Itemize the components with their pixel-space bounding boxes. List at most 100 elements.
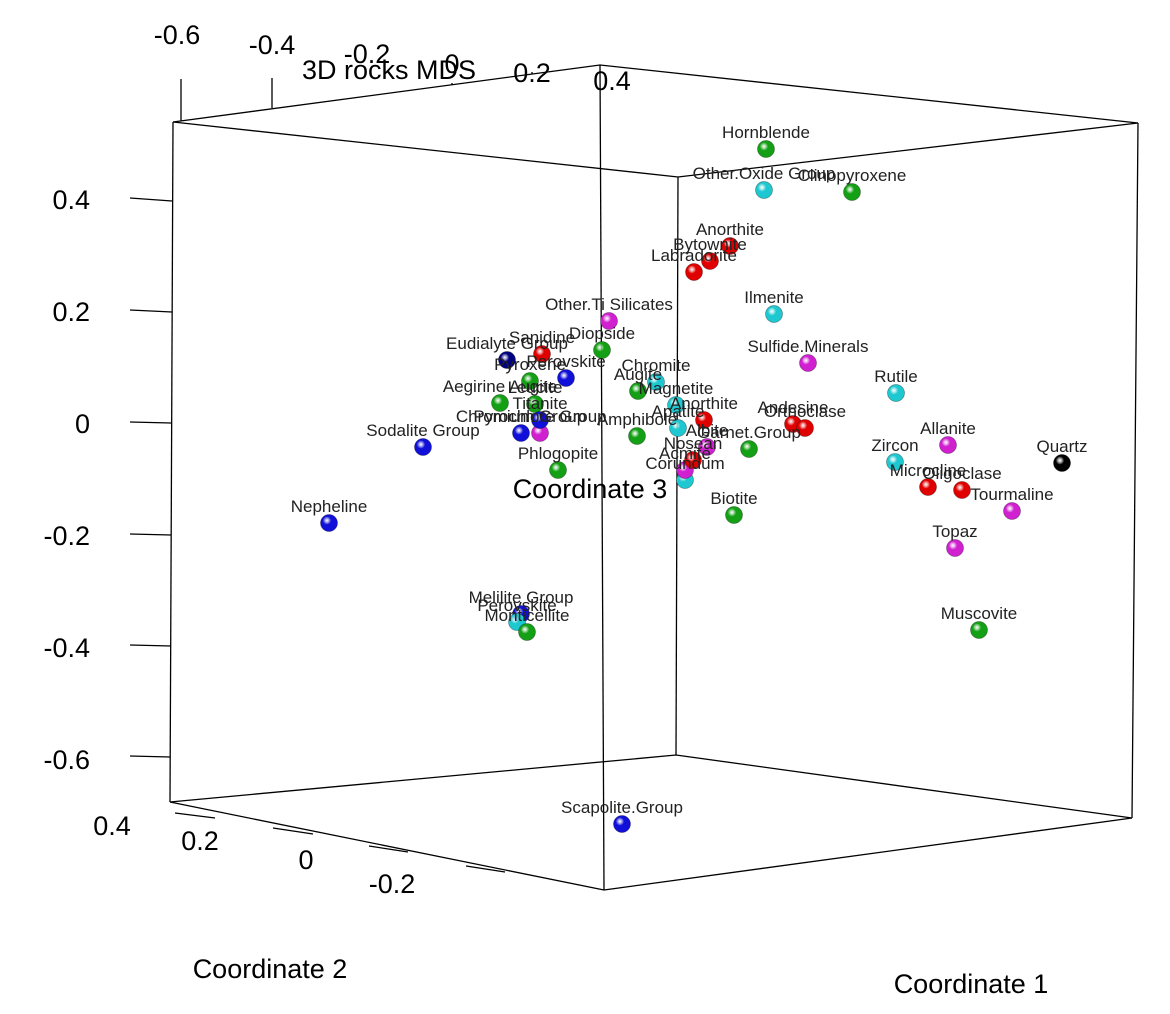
- top-tick-label: -0.6: [154, 20, 201, 50]
- top-tick-labels: -0.6 -0.4 -0.2 0 0.2 0.4: [154, 20, 631, 96]
- front-tick-mark: [174, 812, 216, 819]
- left-tick-label: 0.2: [52, 297, 90, 327]
- data-point: [946, 539, 964, 557]
- data-point-label: Hornblende: [722, 123, 810, 142]
- x-axis-title: Coordinate 1: [894, 969, 1049, 999]
- data-point: [755, 181, 773, 199]
- data-point: [1053, 454, 1071, 472]
- data-point-label: Phlogopite: [518, 444, 598, 463]
- data-point-label: Orthoclase: [764, 402, 846, 421]
- bounding-box: [169, 64, 1139, 891]
- data-point-label: Allanite: [920, 419, 976, 438]
- data-point-label: Albite: [686, 421, 729, 440]
- data-point: [1003, 502, 1021, 520]
- data-point-label: Quartz: [1036, 437, 1087, 456]
- data-point: [629, 382, 647, 400]
- data-point: [939, 436, 957, 454]
- data-point-label: Diopside: [569, 324, 635, 343]
- data-point-label: Sodalite Group: [366, 421, 479, 440]
- data-point-label: Anorthite: [696, 220, 764, 239]
- tick-marks: [129, 72, 533, 873]
- data-point: [725, 506, 743, 524]
- data-point-label: Pyroxene: [494, 355, 566, 374]
- data-point: [953, 481, 971, 499]
- data-point-label: Ilmenite: [744, 288, 804, 307]
- data-point-label: Acmite: [659, 444, 711, 463]
- data-point-label: Chromite: [622, 356, 691, 375]
- data-point: [600, 312, 618, 330]
- data-point: [414, 438, 432, 456]
- box-left-edge: [169, 121, 174, 803]
- data-point: [684, 451, 702, 469]
- data-point: [799, 354, 817, 372]
- front-tick-mark: [272, 827, 314, 835]
- top-tick-label: 0.4: [593, 66, 631, 96]
- data-point-label: Bytownite: [673, 235, 747, 254]
- data-point-label: Andesine: [758, 398, 829, 417]
- data-point: [667, 396, 685, 414]
- data-point-label: Other.Oxide Group: [693, 164, 836, 183]
- data-point: [695, 411, 713, 429]
- data-point: [526, 395, 544, 413]
- box-top-front-edge: [172, 121, 1139, 178]
- data-point-label: Microcline: [890, 461, 967, 480]
- data-point-label: Melilite Group: [469, 588, 574, 607]
- data-point: [887, 384, 905, 402]
- data-point-label: Pyrochlore Group: [473, 407, 606, 426]
- data-point-label: Topaz: [932, 522, 977, 541]
- data-point: [518, 623, 536, 641]
- data-point: [843, 183, 861, 201]
- data-point-label: Apatite: [652, 402, 705, 421]
- data-point: [557, 369, 575, 387]
- data-point: [919, 478, 937, 496]
- data-point: [765, 305, 783, 323]
- left-tick-label: -0.2: [43, 521, 90, 551]
- data-point-label: Sulfide.Minerals: [748, 337, 869, 356]
- left-tick-mark: [129, 755, 171, 758]
- front-tick-mark: [465, 865, 506, 873]
- data-point-label: Garnet.Group: [697, 423, 801, 442]
- front-tick-label: 0: [298, 845, 313, 875]
- data-point-label: Nepheline: [291, 497, 368, 516]
- data-point-label: Biotite: [710, 489, 757, 508]
- data-point-label: Rutile: [874, 367, 917, 386]
- data-point: [721, 237, 739, 255]
- data-points: [320, 140, 1071, 833]
- data-point-label: Chromium Group: [456, 407, 586, 426]
- data-point-label: Perovskite: [477, 596, 556, 615]
- left-tick-mark: [129, 533, 172, 536]
- data-point-label: Nosean: [664, 434, 723, 453]
- left-tick-mark: [129, 644, 172, 647]
- y-axis-title: Coordinate 2: [193, 954, 348, 984]
- data-point: [647, 373, 665, 391]
- data-point: [970, 621, 988, 639]
- data-point-label: Anorthite: [670, 394, 738, 413]
- box-hidden-vertical-edge: [675, 176, 679, 756]
- left-tick-label: 0: [75, 409, 90, 439]
- data-point-label: Oligoclase: [922, 464, 1001, 483]
- data-point: [491, 394, 509, 412]
- data-point: [512, 424, 530, 442]
- data-point: [628, 427, 646, 445]
- data-point-label: Zircon: [871, 436, 918, 455]
- data-point: [593, 341, 611, 359]
- data-point-label: Monticellite: [484, 606, 569, 625]
- data-point-label: Corundum: [645, 454, 724, 473]
- box-bottom-back-edge: [169, 754, 1133, 819]
- data-point-label: Muscovite: [941, 604, 1018, 623]
- left-tick-label: 0.4: [52, 185, 90, 215]
- data-point: [549, 461, 567, 479]
- data-point-label: Eudialyte Group: [446, 334, 568, 353]
- data-point-labels: Hornblende Other.Oxide GroupClinopyroxene…: [291, 123, 1088, 817]
- data-point-label: Aegirine Augite: [443, 377, 557, 396]
- front-tick-label: 0.2: [181, 826, 219, 856]
- data-point: [886, 453, 904, 471]
- front-tick-labels: 0.4 0.2 0 -0.2: [93, 811, 415, 899]
- data-point-label: Augite: [614, 365, 662, 384]
- data-point: [498, 351, 516, 369]
- data-point: [531, 411, 549, 429]
- left-tick-mark: [129, 421, 172, 424]
- left-tick-label: -0.4: [43, 633, 90, 663]
- data-point-label: Magnetite: [639, 379, 714, 398]
